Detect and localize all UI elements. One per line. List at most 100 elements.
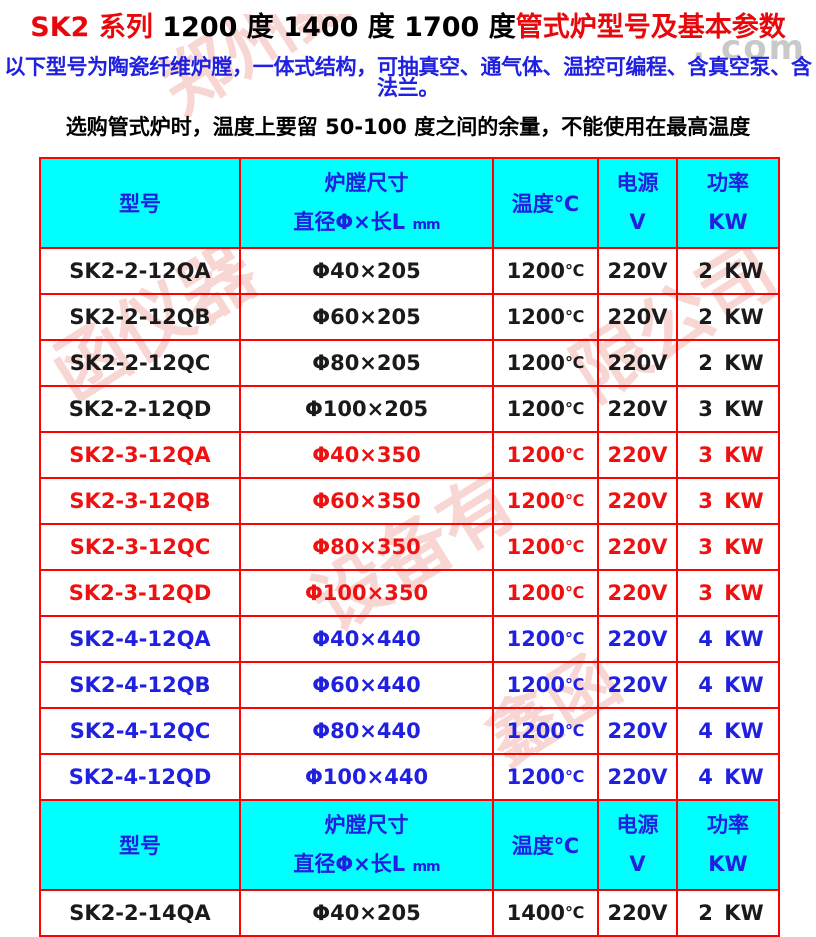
- subtitle-advice: 选购管式炉时，温度上要留 50-100 度之间的余量，不能使用在最高温度: [65, 115, 751, 139]
- cell-power: 2 KW: [676, 293, 780, 341]
- temperature-unit: ℃: [565, 537, 585, 556]
- power-unit: KW: [724, 673, 764, 697]
- power-unit: KW: [724, 581, 764, 605]
- power-value: 4: [698, 719, 713, 743]
- cell-temperature: 1200℃: [492, 339, 599, 387]
- header-cell-supply: 电源 V: [597, 799, 678, 891]
- cell-power: 2 KW: [676, 247, 780, 295]
- cell-power: 4 KW: [676, 615, 780, 663]
- temperature-value: 1200: [506, 627, 566, 651]
- header-label-supply-unit: V: [629, 210, 646, 234]
- cell-power: 4 KW: [676, 661, 780, 709]
- header-cell-temperature: 温度℃: [492, 799, 599, 891]
- cell-size: Φ100×440: [239, 753, 494, 801]
- page-title-series: SK2 系列: [30, 12, 153, 43]
- cell-size: Φ100×350: [239, 569, 494, 617]
- cell-temperature: 1400℃: [492, 889, 599, 937]
- cell-size: Φ80×350: [239, 523, 494, 571]
- cell-size: Φ40×205: [239, 889, 494, 937]
- temperature-unit: ℃: [565, 629, 585, 648]
- temperature-value: 1200: [506, 765, 566, 789]
- header-label-temperature: 温度℃: [511, 192, 580, 216]
- cell-size: Φ60×440: [239, 661, 494, 709]
- cell-temperature: 1200℃: [492, 753, 599, 801]
- cell-size: Φ80×440: [239, 707, 494, 755]
- subtitle-features: 以下型号为陶瓷纤维炉膛，一体式结构，可抽真空、通气体、温控可编程、含真空泵、含法…: [4, 55, 812, 100]
- temperature-unit: ℃: [565, 399, 585, 418]
- temperature-value: 1200: [506, 305, 566, 329]
- power-unit: KW: [724, 901, 764, 925]
- cell-size: Φ40×205: [239, 247, 494, 295]
- table-row: SK2-3-12QB Φ60×350 1200℃ 220V 3 KW: [39, 477, 780, 525]
- temperature-value: 1200: [506, 351, 566, 375]
- temperature-unit: ℃: [565, 445, 585, 464]
- table-row: SK2-3-12QD Φ100×350 1200℃ 220V 3 KW: [39, 569, 780, 617]
- table-row: SK2-3-12QA Φ40×350 1200℃ 220V 3 KW: [39, 431, 780, 479]
- cell-size: Φ40×440: [239, 615, 494, 663]
- header-cell-model: 型号: [39, 157, 241, 249]
- power-value: 2: [698, 901, 713, 925]
- temperature-unit: ℃: [565, 353, 585, 372]
- temperature-unit: ℃: [565, 261, 585, 280]
- power-unit: KW: [724, 765, 764, 789]
- temperature-unit: ℃: [565, 903, 585, 922]
- cell-size: Φ100×205: [239, 385, 494, 433]
- header-cell-model: 型号: [39, 799, 241, 891]
- temperature-unit: ℃: [565, 675, 585, 694]
- power-value: 4: [698, 673, 713, 697]
- temperature-value: 1200: [506, 581, 566, 605]
- cell-voltage: 220V: [597, 339, 678, 387]
- power-unit: KW: [724, 305, 764, 329]
- cell-temperature: 1200℃: [492, 661, 599, 709]
- table-row: SK2-4-12QC Φ80×440 1200℃ 220V 4 KW: [39, 707, 780, 755]
- table-row: SK2-4-12QD Φ100×440 1200℃ 220V 4 KW: [39, 753, 780, 801]
- cell-model: SK2-4-12QA: [39, 615, 241, 663]
- cell-temperature: 1200℃: [492, 431, 599, 479]
- cell-power: 3 KW: [676, 477, 780, 525]
- header-label-model: 型号: [119, 834, 161, 858]
- power-value: 3: [698, 535, 713, 559]
- cell-model: SK2-3-12QD: [39, 569, 241, 617]
- header-cell-size: 炉膛尺寸 直径Φ×长L mm: [239, 799, 494, 891]
- table-row: SK2-4-12QB Φ60×440 1200℃ 220V 4 KW: [39, 661, 780, 709]
- cell-model: SK2-3-12QB: [39, 477, 241, 525]
- cell-power: 3 KW: [676, 385, 780, 433]
- table-header-row: 型号 炉膛尺寸 直径Φ×长L mm 温度℃ 电源 V 功率 KW: [39, 157, 780, 249]
- header-label-power: 功率: [707, 813, 749, 837]
- cell-voltage: 220V: [597, 889, 678, 937]
- header-cell-power: 功率 KW: [676, 799, 780, 891]
- table-row: SK2-4-12QA Φ40×440 1200℃ 220V 4 KW: [39, 615, 780, 663]
- spec-table-container: 型号 炉膛尺寸 直径Φ×长L mm 温度℃ 电源 V 功率 KW SK2-2-12QA Φ40×2…: [39, 157, 780, 937]
- power-unit: KW: [724, 443, 764, 467]
- power-value: 4: [698, 765, 713, 789]
- page-title: SK2 系列 1200 度 1400 度 1700 度管式炉型号及基本参数: [0, 14, 816, 41]
- temperature-value: 1400: [506, 901, 566, 925]
- temperature-value: 1200: [506, 535, 566, 559]
- table-header-row: 型号 炉膛尺寸 直径Φ×长L mm 温度℃ 电源 V 功率 KW: [39, 799, 780, 891]
- cell-size: Φ80×205: [239, 339, 494, 387]
- power-value: 3: [698, 397, 713, 421]
- power-value: 3: [698, 489, 713, 513]
- power-unit: KW: [724, 351, 764, 375]
- table-row: SK2-2-14QA Φ40×205 1400℃ 220V 2 KW: [39, 889, 780, 937]
- table-row: SK2-2-12QC Φ80×205 1200℃ 220V 2 KW: [39, 339, 780, 387]
- temperature-value: 1200: [506, 673, 566, 697]
- cell-temperature: 1200℃: [492, 615, 599, 663]
- header-cell-power: 功率 KW: [676, 157, 780, 249]
- temperature-unit: ℃: [565, 307, 585, 326]
- temperature-value: 1200: [506, 443, 566, 467]
- cell-model: SK2-2-14QA: [39, 889, 241, 937]
- power-unit: KW: [724, 627, 764, 651]
- cell-model: SK2-2-12QD: [39, 385, 241, 433]
- power-unit: KW: [724, 489, 764, 513]
- cell-temperature: 1200℃: [492, 385, 599, 433]
- temperature-unit: ℃: [565, 491, 585, 510]
- cell-size: Φ40×350: [239, 431, 494, 479]
- header-label-size-unit: mm: [412, 217, 440, 233]
- power-value: 3: [698, 581, 713, 605]
- cell-size: Φ60×205: [239, 293, 494, 341]
- cell-temperature: 1200℃: [492, 707, 599, 755]
- cell-power: 2 KW: [676, 339, 780, 387]
- header-label-power-unit: KW: [708, 210, 748, 234]
- cell-model: SK2-2-12QB: [39, 293, 241, 341]
